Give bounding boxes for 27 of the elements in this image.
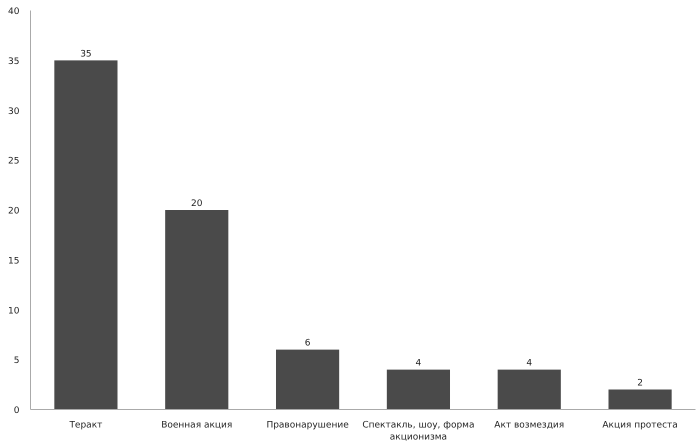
data-label: 4 — [416, 358, 422, 369]
bar — [498, 370, 561, 410]
y-tick-label: 10 — [8, 306, 20, 316]
y-tick-label: 15 — [8, 256, 20, 266]
bar — [608, 390, 672, 410]
y-tick-label: 20 — [8, 206, 20, 216]
x-tick-label: Теракт — [68, 420, 102, 430]
y-tick-label: 0 — [14, 406, 20, 416]
data-label: 35 — [80, 49, 92, 60]
data-label: 6 — [304, 338, 311, 349]
bar — [54, 60, 118, 410]
x-tick-label: Военная акция — [161, 420, 232, 430]
x-tick-label: Акция протеста — [602, 420, 678, 430]
y-tick-label: 35 — [8, 56, 20, 67]
data-label: 4 — [526, 358, 532, 369]
bar — [165, 210, 228, 410]
y-tick-label: 40 — [8, 7, 20, 17]
y-tick-label: 5 — [14, 356, 20, 366]
bar — [276, 350, 340, 410]
x-tick-label: Спектакль, шоу, форма акционизма — [362, 420, 474, 442]
y-tick-label: 25 — [8, 156, 20, 167]
y-tick-label: 30 — [8, 106, 20, 117]
data-label: 20 — [191, 199, 203, 209]
data-label: 2 — [637, 378, 643, 389]
x-tick-label: Правонарушение — [266, 420, 350, 430]
bar — [386, 370, 450, 410]
x-tick-label: Акт возмездия — [494, 420, 564, 430]
